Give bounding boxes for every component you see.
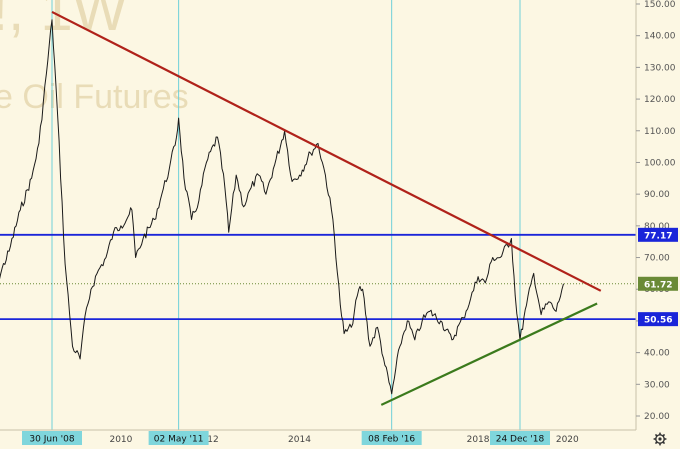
last-price-tag-label: 61.72	[644, 280, 672, 290]
gear-tooth	[654, 441, 658, 445]
level-50-tag	[638, 312, 678, 327]
gear-hub	[658, 437, 662, 441]
level-50-tag-label: 50.56	[644, 316, 672, 326]
price-axis[interactable]	[636, 0, 680, 449]
y-tick-label: 120.00	[644, 95, 676, 105]
date-flag	[148, 431, 209, 445]
gear-tooth	[654, 433, 658, 437]
y-tick-label: 70.00	[644, 254, 670, 264]
y-tick-label: 40.00	[644, 349, 670, 359]
y-tick-label: 110.00	[644, 127, 676, 137]
support-trendline[interactable]	[380, 302, 598, 406]
y-tick-label: 150.00	[644, 0, 676, 10]
y-tick-label: 90.00	[644, 190, 670, 200]
y-tick-label: 30.00	[644, 380, 670, 390]
gear-icon[interactable]	[653, 432, 667, 446]
x-tick-label: 2020	[556, 435, 579, 445]
date-flag-label: 24 Dec '18	[496, 435, 545, 445]
x-tick-label: 012	[202, 435, 219, 445]
gear-tooth	[662, 441, 666, 445]
watermark-name: e Oil Futures	[0, 78, 189, 116]
level-77-tag-label: 77.17	[644, 231, 672, 241]
y-tick-label: 20.00	[644, 412, 670, 422]
last-price-tag	[638, 276, 678, 291]
level-77-tag	[638, 227, 678, 242]
y-tick-label: 140.00	[644, 32, 676, 42]
x-tick-label: 2018	[467, 435, 490, 445]
gear-tooth	[662, 433, 666, 437]
x-tick-label: 2014	[288, 435, 311, 445]
resistance-trendline[interactable]	[51, 10, 602, 292]
date-flag-label: 08 Feb '16	[368, 435, 415, 445]
date-flag	[22, 431, 82, 445]
y-tick-label: 100.00	[644, 158, 676, 168]
price-series-line	[0, 19, 564, 395]
y-tick-label: 80.00	[644, 222, 670, 232]
date-flag-label: 02 May '11	[154, 435, 204, 445]
watermark-symbol: !, 1W	[0, 0, 128, 43]
date-flag	[490, 431, 550, 445]
x-tick-label: 2010	[109, 435, 132, 445]
y-tick-label: 130.00	[644, 63, 676, 73]
date-flag-label: 30 Jun '08	[29, 435, 74, 445]
date-flag	[361, 431, 422, 445]
